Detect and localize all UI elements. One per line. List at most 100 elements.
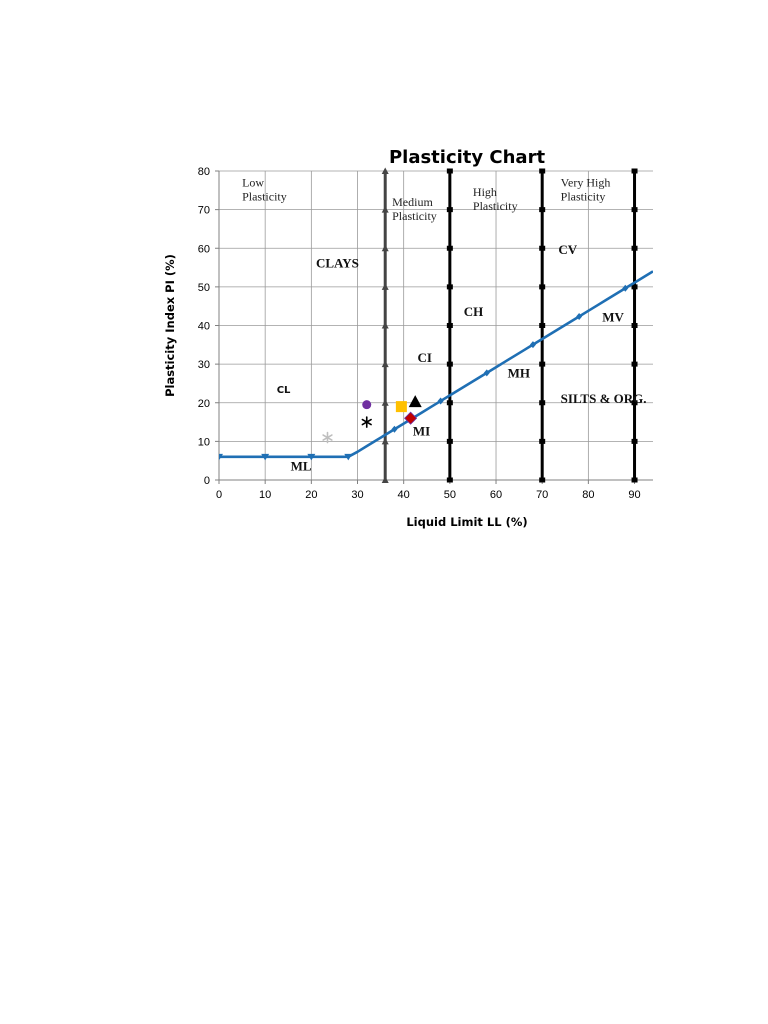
zone-label: High Plasticity (473, 185, 518, 213)
x-tick-label: 10 (259, 489, 271, 501)
boundary-marker (539, 400, 546, 406)
a-line-marker (483, 369, 490, 377)
boundary-marker (631, 284, 638, 290)
chart-title: Plasticity Chart (389, 147, 545, 168)
a-line-marker (622, 284, 629, 292)
region-label-cv: CV (558, 242, 577, 257)
x-tick-label: 60 (490, 489, 502, 501)
boundary-marker (381, 206, 389, 213)
asterisk-stroke (361, 418, 372, 426)
boundary-line-ll-70 (539, 168, 546, 483)
y-tick-label: 70 (198, 205, 210, 217)
boundary-marker (631, 400, 638, 406)
boundary-marker (446, 438, 453, 444)
boundary-line-ll-50 (446, 168, 453, 483)
chart-svg: Plasticity Chart 0 10 20 30 40 50 60 70 80 0 10 20 30… (163, 147, 653, 529)
plasticity-chart: Plasticity Chart 0 10 20 30 40 50 60 70 80 0 10 20 30… (150, 138, 660, 538)
y-tick-label: 10 (198, 436, 210, 448)
y-tick-label: 50 (198, 282, 210, 294)
x-tick-label: 0 (216, 489, 222, 501)
zone-label-line: Plasticity (242, 189, 287, 203)
zone-label-line: Medium (392, 195, 433, 209)
a-line-marker (391, 425, 398, 433)
boundary-marker (446, 361, 453, 367)
y-tick-label: 0 (204, 475, 210, 487)
a-line-marker (437, 397, 444, 405)
y-tick-label: 60 (198, 243, 210, 255)
a-line-marker (219, 453, 223, 461)
boundary-marker (539, 438, 546, 444)
a-line-series (219, 270, 653, 461)
boundary-marker (539, 245, 546, 251)
zone-label-line: Plasticity (561, 189, 606, 203)
zone-label-line: Plasticity (473, 199, 518, 213)
boundary-line-ll-36 (381, 167, 389, 483)
sample-point-circle (362, 400, 372, 410)
boundary-line-ll-90 (631, 168, 638, 483)
zone-label: Medium Plasticity (392, 195, 437, 223)
a-line-marker (307, 453, 316, 461)
region-label-ci: CI (418, 350, 432, 365)
boundary-marker (631, 361, 638, 367)
sample-point-asterisk (361, 416, 372, 428)
y-axis-label: Plasticity Index PI (%) (163, 254, 177, 397)
boundary-marker (446, 284, 453, 290)
region-label-ml: ML (291, 458, 312, 473)
boundary-marker (446, 400, 453, 406)
x-tick-label: 40 (398, 489, 410, 501)
boundary-marker (381, 437, 389, 445)
boundary-marker (381, 167, 389, 174)
sample-point-asterisk (322, 431, 333, 444)
y-tick-label: 40 (198, 321, 210, 333)
boundary-marker (539, 477, 546, 483)
zone-label-line: High (473, 185, 497, 199)
region-label-clays: CLAYS (316, 256, 359, 271)
boundary-marker (539, 207, 546, 213)
sample-point-square (395, 401, 407, 413)
a-line-marker (576, 312, 583, 320)
boundary-marker (631, 438, 638, 444)
boundary-marker (631, 168, 638, 174)
region-label-cl: CL (277, 385, 291, 396)
y-tick-label: 80 (198, 166, 210, 178)
zone-label: Low Plasticity (242, 175, 287, 203)
boundary-marker (381, 399, 389, 406)
x-axis-label: Liquid Limit LL (%) (406, 515, 527, 529)
asterisk-stroke (322, 434, 333, 441)
y-tick-label: 20 (198, 398, 210, 410)
boundary-marker (446, 323, 453, 328)
y-tick-label: 30 (198, 359, 210, 371)
region-label-mv: MV (602, 310, 624, 325)
zone-label-line: Low (242, 175, 264, 189)
boundary-marker (539, 168, 546, 174)
a-line-marker (261, 453, 270, 461)
boundary-marker (539, 284, 546, 290)
boundary-marker (381, 244, 389, 252)
sample-point-triangle (408, 395, 422, 408)
boundary-marker (631, 207, 638, 213)
boundary-marker (631, 477, 638, 483)
boundary-marker (446, 168, 453, 174)
boundary-marker (539, 361, 546, 367)
x-tick-label: 90 (628, 489, 640, 501)
zone-label-line: Plasticity (392, 209, 437, 223)
zone-label-line: Very High (561, 175, 611, 189)
a-line-marker (344, 453, 353, 461)
boundary-marker (631, 323, 638, 328)
x-tick-label: 30 (351, 489, 363, 501)
boundary-marker (539, 323, 546, 328)
boundary-marker (631, 245, 638, 251)
zone-label: Very High Plasticity (561, 175, 611, 203)
boundary-marker (381, 476, 389, 483)
sample-point-diamond (404, 411, 418, 425)
boundary-marker (446, 477, 453, 483)
x-tick-label: 70 (536, 489, 548, 501)
a-line-marker (529, 341, 536, 349)
x-tick-label: 20 (305, 489, 317, 501)
x-tick-label: 80 (582, 489, 594, 501)
region-label-mh: MH (508, 366, 530, 381)
region-label-mi: MI (413, 424, 430, 439)
boundary-marker (446, 207, 453, 213)
boundary-marker (381, 322, 389, 329)
boundary-marker (381, 283, 389, 290)
